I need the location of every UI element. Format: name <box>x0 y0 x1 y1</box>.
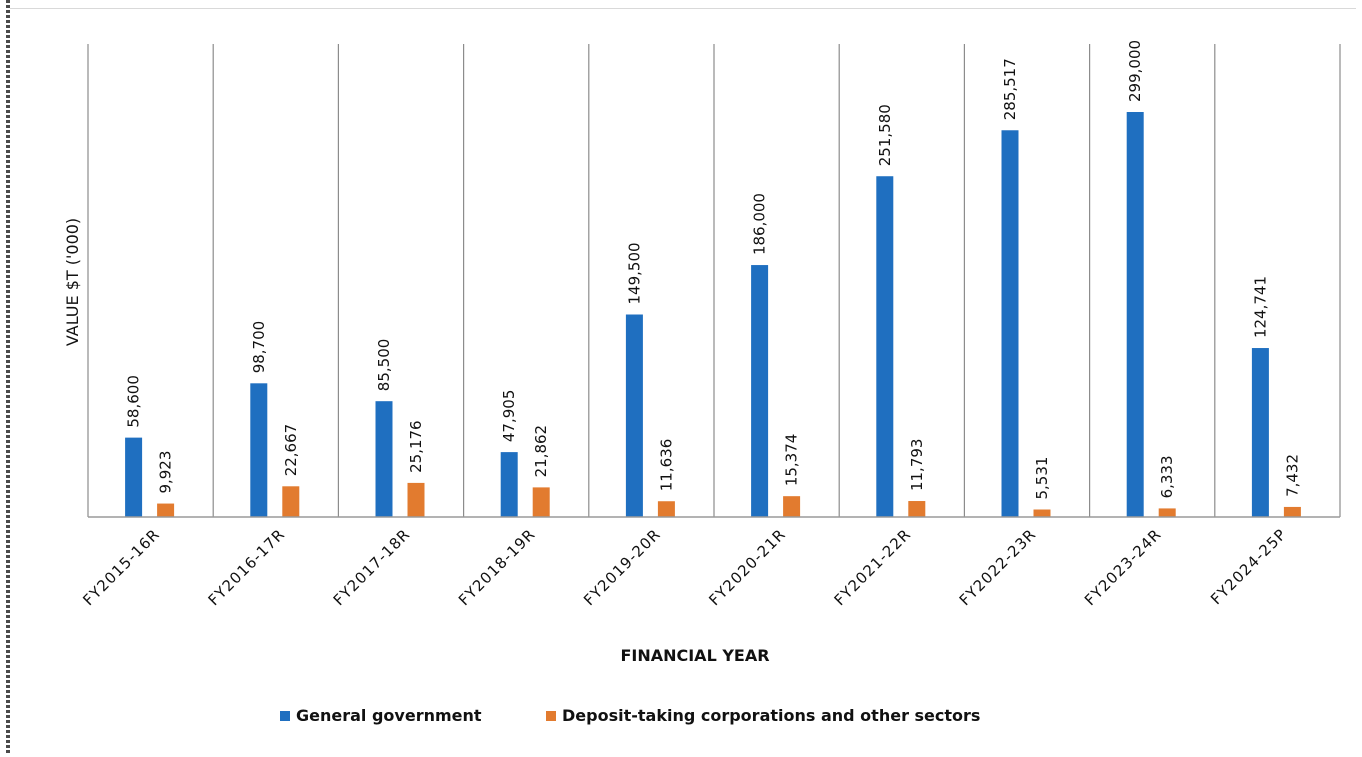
data-label: 22,667 <box>282 424 300 477</box>
x-tick-label: FY2023-24R <box>1081 525 1165 609</box>
x-tick-label: FY2024-25P <box>1207 525 1290 608</box>
data-label: 85,500 <box>375 339 393 392</box>
bar-general-government <box>375 401 393 517</box>
bar-general-government <box>1126 112 1144 517</box>
legend: General government Deposit-taking corpor… <box>280 706 980 725</box>
data-label: 58,600 <box>125 375 143 428</box>
y-axis-label: VALUE $T ('000) <box>63 218 82 346</box>
bar-deposit-taking <box>783 496 801 517</box>
bar-general-government <box>250 383 268 517</box>
data-label: 21,862 <box>532 425 550 478</box>
data-label: 124,741 <box>1251 276 1269 338</box>
bar-deposit-taking <box>1033 509 1051 517</box>
x-tick-label: FY2015-16R <box>79 525 163 609</box>
data-label: 6,333 <box>1158 455 1176 498</box>
x-tick-labels: FY2015-16R FY2016-17R FY2017-18R FY2018-19R… <box>79 525 1290 609</box>
bar-general-government <box>1251 348 1269 517</box>
scan-edge-left <box>6 0 10 753</box>
bar-deposit-taking <box>1283 506 1301 517</box>
data-label: 15,374 <box>783 434 801 487</box>
bars <box>125 112 1301 517</box>
x-tick-label: FY2022-23R <box>956 525 1040 609</box>
x-tick-label: FY2016-17R <box>205 525 289 609</box>
legend-label-deposit-taking: Deposit-taking corporations and other se… <box>562 706 980 725</box>
data-label: 285,517 <box>1001 58 1019 120</box>
bar-deposit-taking <box>157 503 175 517</box>
bar-deposit-taking <box>532 487 550 517</box>
x-tick-label: FY2021-22R <box>831 525 915 609</box>
bar-general-government <box>125 437 143 517</box>
bar-general-government <box>1001 130 1019 517</box>
data-label: 47,905 <box>500 390 518 443</box>
bar-deposit-taking <box>282 486 300 517</box>
bar-general-government <box>751 265 769 517</box>
data-label: 299,000 <box>1126 40 1144 102</box>
data-label: 98,700 <box>250 321 268 374</box>
data-label: 9,923 <box>157 451 175 494</box>
grid-lines <box>87 44 1341 517</box>
bar-general-government <box>625 314 643 517</box>
x-tick-label: FY2019-20R <box>580 525 664 609</box>
data-labels: 58,600 9,923 98,700 22,667 85,500 25,176 47,90… <box>125 40 1302 500</box>
bar-deposit-taking <box>1158 508 1176 517</box>
scan-edge-top <box>10 8 1356 9</box>
x-axis-label: FINANCIAL YEAR <box>620 646 769 665</box>
legend-swatch-general-government <box>280 711 290 721</box>
data-label: 5,531 <box>1033 457 1051 500</box>
data-label: 251,580 <box>876 104 894 166</box>
data-label: 149,500 <box>625 242 643 304</box>
bar-deposit-taking <box>657 501 675 517</box>
x-tick-label: FY2017-18R <box>330 525 414 609</box>
data-label: 11,636 <box>657 439 675 492</box>
bar-deposit-taking <box>407 482 425 517</box>
data-label: 25,176 <box>407 420 425 473</box>
legend-swatch-deposit-taking <box>546 711 556 721</box>
data-label: 7,432 <box>1283 454 1301 497</box>
data-label: 11,793 <box>908 439 926 492</box>
x-tick-label: FY2020-21R <box>705 525 789 609</box>
bar-general-government <box>500 452 518 517</box>
data-label: 186,000 <box>751 193 769 255</box>
x-tick-label: FY2018-19R <box>455 525 539 609</box>
bar-deposit-taking <box>908 501 926 517</box>
legend-label-general-government: General government <box>296 706 482 725</box>
bar-general-government <box>876 176 894 517</box>
